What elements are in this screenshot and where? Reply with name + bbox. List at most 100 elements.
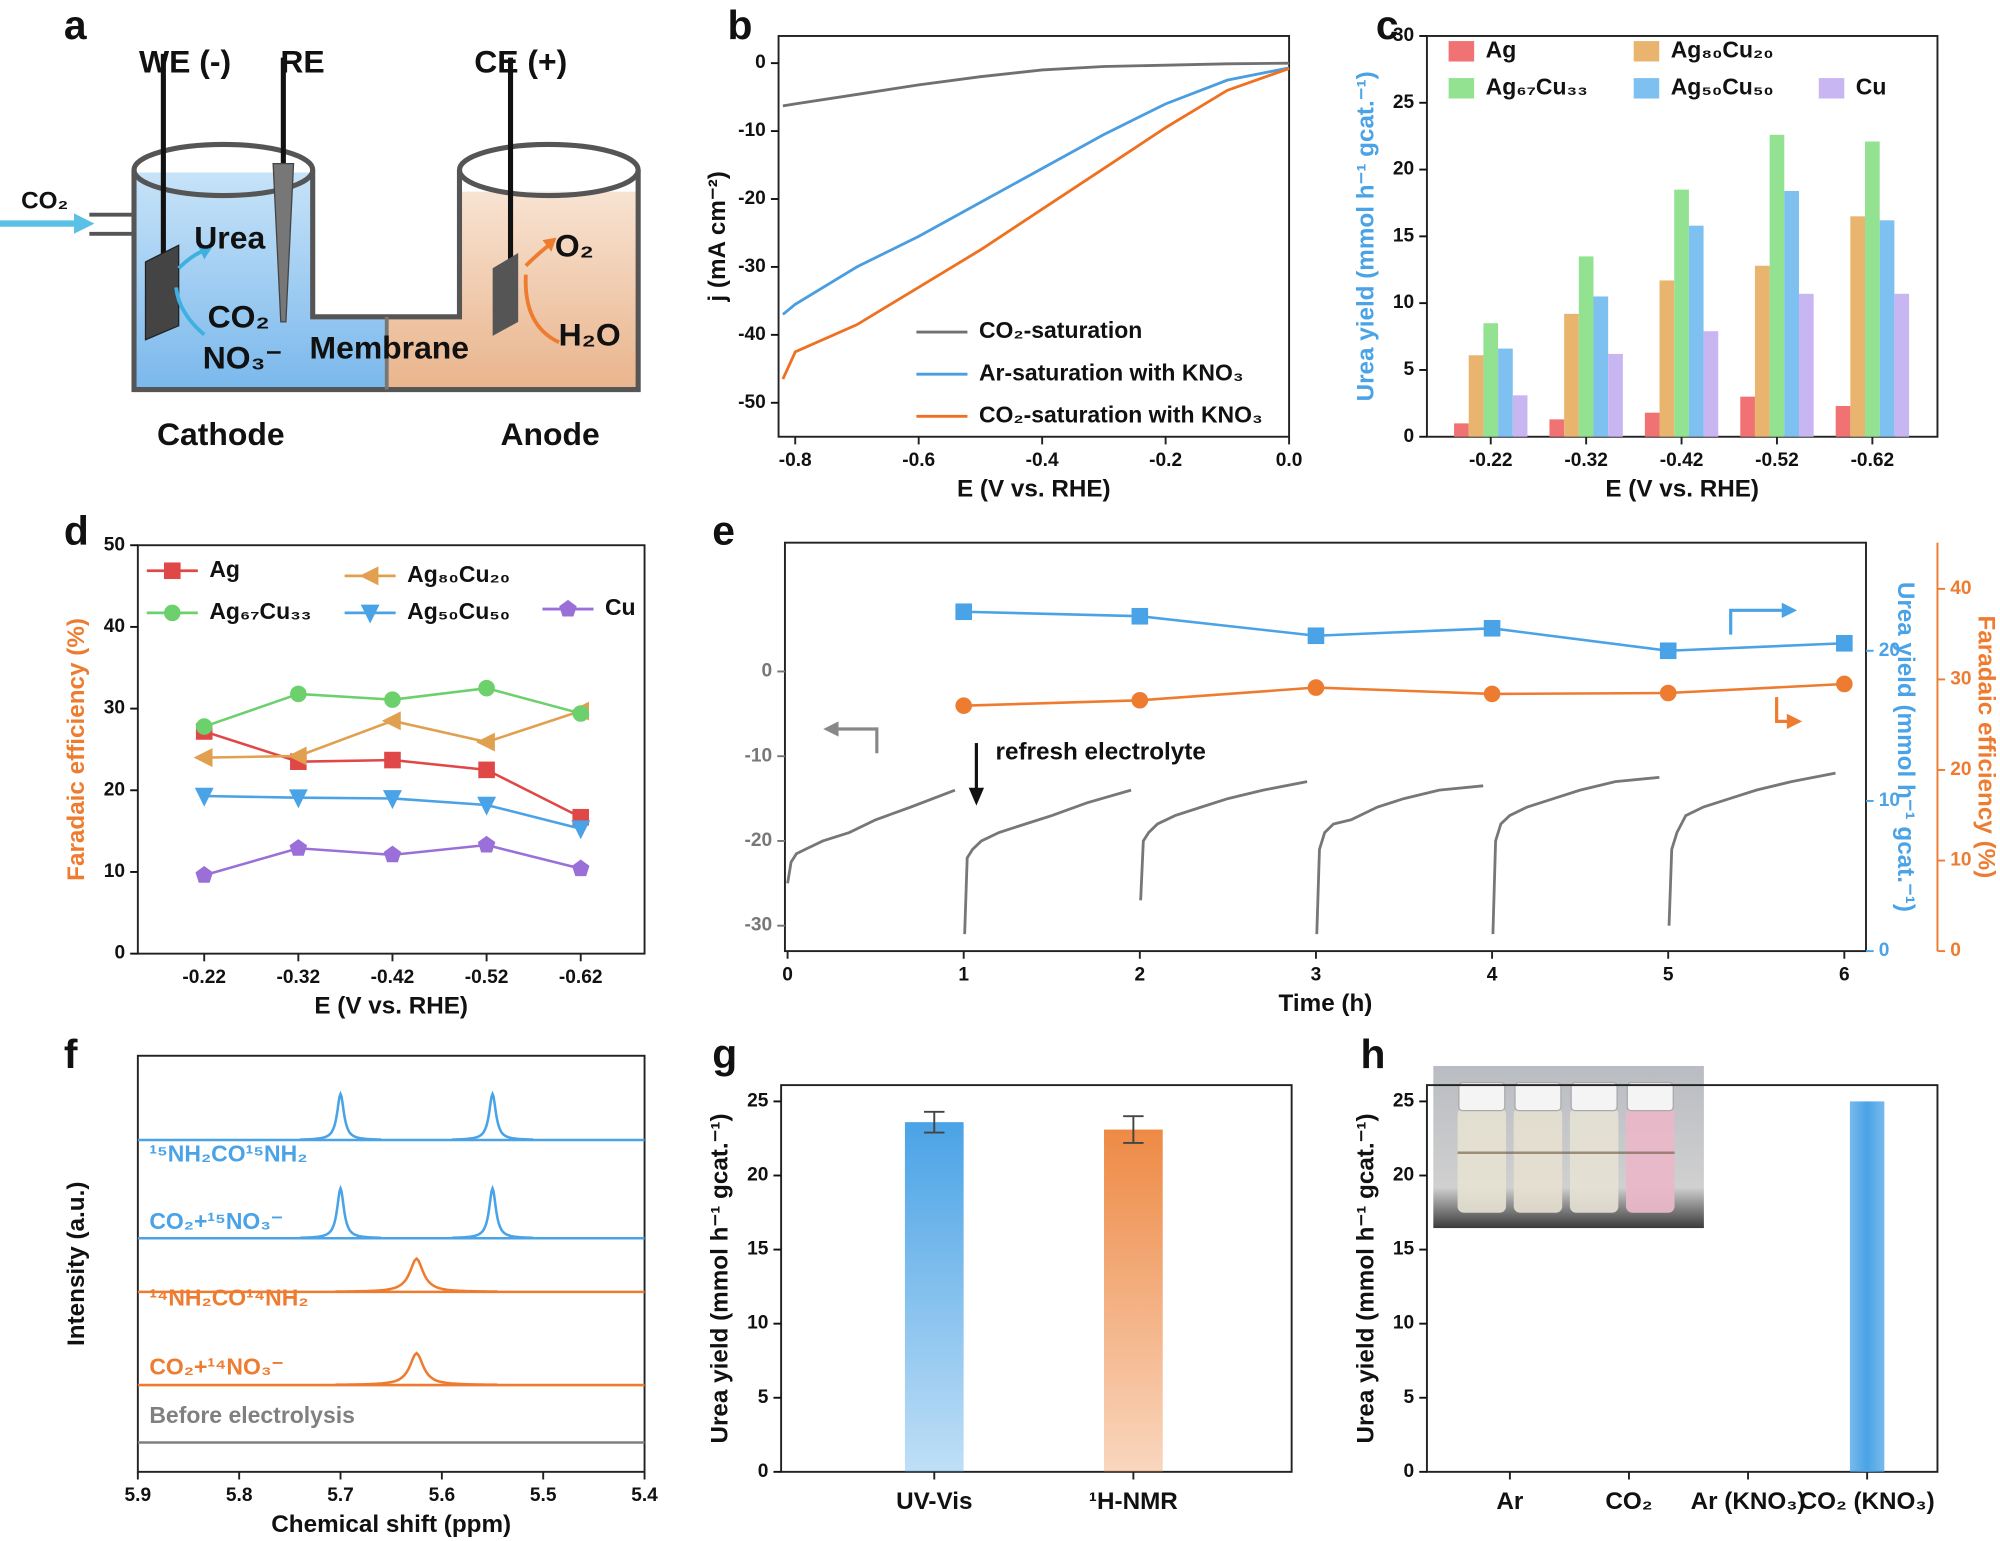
y-tick-label: 0 — [1404, 1461, 1415, 1482]
marker — [384, 751, 401, 769]
legend-label: Cu — [1856, 73, 1887, 99]
oxygen-arrow-head — [542, 237, 557, 252]
plot-frame — [777, 35, 1291, 438]
bar — [1894, 293, 1910, 437]
marker — [288, 789, 308, 809]
y-tick-label: 20 — [1879, 640, 1900, 661]
bar — [1608, 353, 1623, 437]
axis-arrow — [1729, 608, 1785, 635]
plot-frame — [780, 1084, 1293, 1473]
bar — [1835, 406, 1851, 437]
y-tick-label: 10 — [1879, 790, 1900, 811]
y-tick-label: -10 — [745, 745, 773, 766]
x-tick-label: -0.4 — [1026, 450, 1059, 471]
x-tick-label: CO₂ (KNO₃) — [1800, 1488, 1935, 1515]
y-tick-label: 30 — [1950, 668, 1971, 689]
plot-frame — [783, 541, 1867, 953]
inlet-tube — [89, 212, 135, 236]
marker — [1131, 691, 1149, 709]
x-tick-label: -0.2 — [1149, 450, 1182, 471]
bar — [1659, 280, 1675, 437]
panel-label: b — [728, 2, 753, 48]
bar — [1512, 395, 1528, 437]
peak — [299, 1090, 382, 1141]
y-tick-label: 0 — [755, 52, 766, 73]
series-line — [781, 67, 1290, 380]
y-axis-label: Urea yield (mmol h⁻¹ gcat.⁻¹) — [1352, 1113, 1379, 1443]
y-tick-label: 15 — [1393, 225, 1415, 246]
series-line — [782, 66, 1290, 316]
x-tick-label: 0.0 — [1276, 450, 1303, 471]
plot-frame — [1425, 1084, 1939, 1473]
legend-label: Ag₆₇Cu₃₃ — [1486, 73, 1588, 99]
axis-arrow — [835, 727, 879, 754]
series-line — [963, 682, 1845, 707]
bar — [1564, 313, 1579, 437]
x-tick-label: 6 — [1839, 964, 1850, 985]
x-tick-label: Ar (KNO₃) — [1691, 1488, 1806, 1515]
species-label: Urea — [194, 220, 265, 256]
compartment-label: Anode — [500, 416, 599, 452]
marker — [955, 697, 973, 714]
marker — [164, 562, 181, 580]
y-tick-label: 30 — [1393, 25, 1414, 46]
legend-swatch — [1818, 78, 1845, 99]
x-tick-label: 5.5 — [530, 1485, 557, 1506]
inlet-label: CO₂ — [21, 187, 68, 214]
bar — [1454, 423, 1469, 437]
anode-rim — [456, 141, 641, 199]
y-tick-label: 10 — [1393, 292, 1414, 313]
series-label: ¹⁴NH₂CO¹⁴NH₂ — [149, 1285, 308, 1311]
bar — [1674, 189, 1689, 437]
series-line — [963, 610, 1845, 653]
y-tick-label: -30 — [745, 915, 773, 936]
bar — [1468, 355, 1484, 437]
x-tick-label: 0 — [782, 964, 793, 985]
y-tick-label: 0 — [758, 1461, 769, 1482]
marker — [381, 711, 401, 731]
x-tick-label: 2 — [1135, 964, 1146, 985]
panel: e 0 -10 -20 -30 0 10 20 0 10 20 30 40 0 1 2 3 4 5 6 Time (h)… — [712, 508, 1999, 1018]
legend-label: Ag₈₀Cu₂₀ — [1671, 36, 1774, 62]
working-electrode — [144, 244, 180, 341]
legend-label: Ag₆₇Cu₃₃ — [209, 598, 311, 624]
panel-label: g — [712, 1031, 737, 1077]
y-tick-label: 10 — [1393, 1313, 1414, 1334]
bar — [1104, 1129, 1163, 1472]
panel: g 0 5 10 15 20 25 UV-Vis ¹H-NMR Urea yield (mmol … — [707, 1031, 1293, 1515]
peak — [335, 1256, 498, 1293]
x-tick-label: 5.4 — [631, 1485, 658, 1506]
panel: b0 -10 -20 -30 -40 -50 -0.8 -0.6 -0.4 -0.2 0.0 E (V… — [704, 2, 1302, 503]
y-tick-label: 10 — [104, 861, 125, 882]
marker — [955, 603, 973, 621]
vial — [1457, 1108, 1507, 1213]
bar — [1483, 323, 1499, 437]
electrode-label: WE (-) — [139, 43, 231, 79]
y-tick-label: 20 — [1393, 1165, 1414, 1186]
y-tick-label: 5 — [758, 1387, 769, 1408]
x-tick-label: -0.42 — [371, 967, 415, 988]
marker — [478, 761, 495, 779]
legend-label: Ag₅₀Cu₅₀ — [407, 598, 510, 624]
x-tick-label: -0.32 — [277, 967, 321, 988]
x-tick-label: 5 — [1663, 964, 1674, 985]
vial-cap — [1458, 1081, 1506, 1112]
panel-label: c — [1376, 2, 1399, 48]
marker — [1307, 627, 1325, 645]
axis-arrow-head — [1786, 713, 1803, 730]
panel-label: h — [1361, 1031, 1386, 1077]
counter-electrode — [492, 252, 519, 336]
x-axis-label: Chemical shift (ppm) — [271, 1511, 511, 1538]
x-tick-label: -0.6 — [902, 450, 935, 471]
legend-label: Ag₈₀Cu₂₀ — [407, 561, 510, 587]
legend-swatch — [1633, 78, 1660, 99]
marker — [1659, 684, 1677, 702]
bar — [1593, 296, 1609, 437]
marker — [1483, 619, 1501, 637]
x-tick-label: 1 — [958, 964, 969, 985]
axis-arrow-head — [823, 721, 839, 737]
legend-label: Ag — [1486, 36, 1517, 62]
legend-swatch — [1448, 41, 1475, 62]
marker — [195, 866, 213, 883]
bar — [1754, 265, 1770, 437]
